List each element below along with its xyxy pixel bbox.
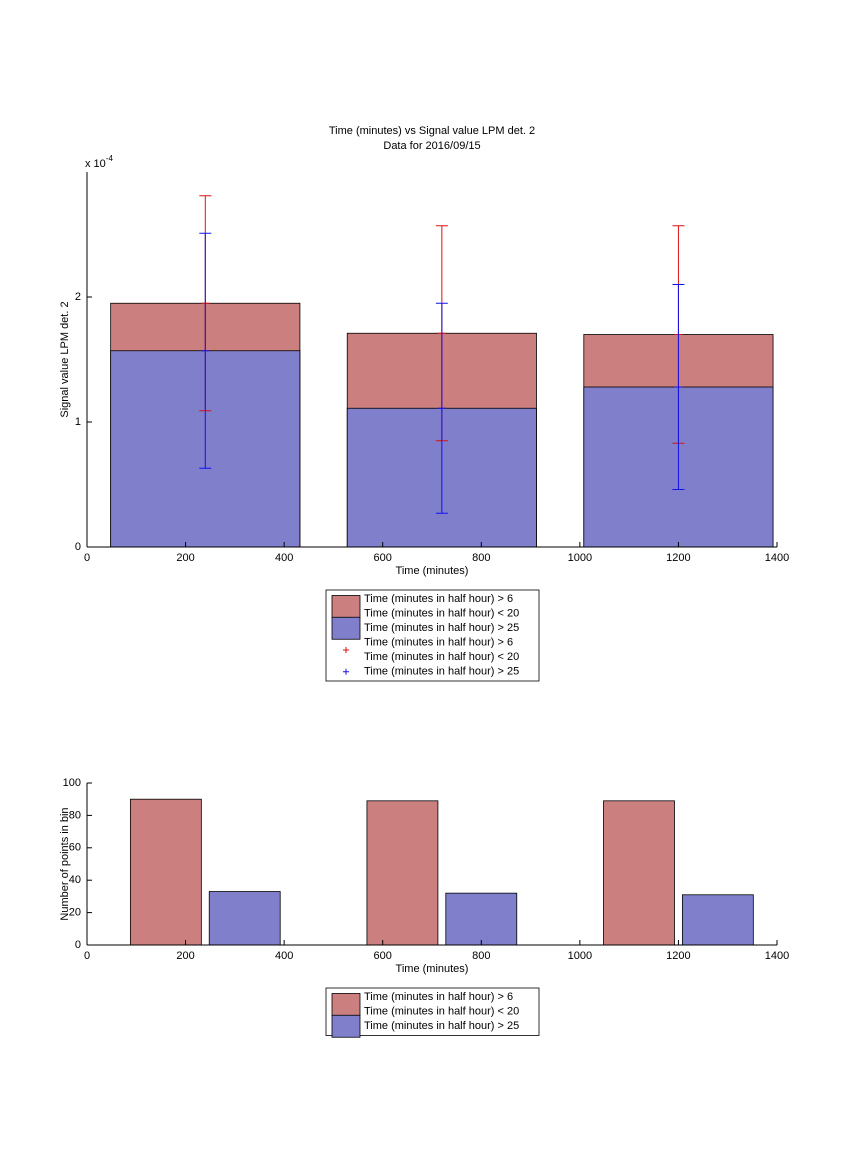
y-axis-label: Signal value LPM det. 2 — [59, 301, 71, 417]
legend-label: Time (minutes in half hour) < 20 — [364, 651, 519, 663]
multiplier-exponent: -4 — [106, 154, 114, 163]
x-tick-label: 600 — [374, 552, 392, 564]
chart-subtitle: Data for 2016/09/15 — [383, 140, 480, 152]
x-tick-label: 400 — [275, 552, 293, 564]
legend-label: Time (minutes in half hour) < 20 — [364, 1006, 519, 1018]
legend-label: Time (minutes in half hour) > 25 — [364, 622, 519, 634]
legend-swatch — [331, 993, 361, 1016]
y-tick-label: 0 — [75, 541, 81, 553]
legend-swatch — [331, 1014, 361, 1038]
legend-swatch — [331, 616, 361, 640]
y-multiplier: x 10-4 — [85, 154, 113, 170]
legend-label: Time (minutes in half hour) > 6 — [364, 991, 513, 1003]
y-tick-label: 20 — [69, 907, 81, 919]
x-axis-label: Time (minutes) — [396, 963, 469, 975]
x-tick-label: 800 — [472, 950, 490, 962]
multiplier-base: x 10 — [85, 158, 106, 170]
legend-label: Time (minutes in half hour) > 25 — [364, 1020, 519, 1032]
x-tick-label: 1000 — [568, 950, 592, 962]
x-tick-label: 800 — [472, 552, 490, 564]
bar — [208, 891, 281, 946]
x-tick-label: 200 — [176, 950, 194, 962]
x-axis-label: Time (minutes) — [396, 565, 469, 577]
error-bar — [672, 284, 685, 490]
y-tick-label: 80 — [69, 809, 81, 821]
legend-box — [325, 987, 540, 1036]
x-tick-label: 0 — [84, 552, 90, 564]
bar — [681, 894, 754, 946]
x-tick-label: 1400 — [765, 950, 789, 962]
y-axis-label: Number of points in bin — [59, 807, 71, 920]
y-tick-label: 100 — [63, 777, 81, 789]
bar — [129, 798, 202, 946]
chart-title: Time (minutes) vs Signal value LPM det. … — [329, 125, 535, 137]
y-tick-label: 2 — [75, 291, 81, 303]
error-bar — [199, 232, 212, 469]
legend-label: Time (minutes in half hour) > 6 — [364, 593, 513, 605]
x-tick-label: 1000 — [568, 552, 592, 564]
x-tick-label: 600 — [374, 950, 392, 962]
legend-box — [325, 589, 540, 682]
x-tick-label: 400 — [275, 950, 293, 962]
legend-swatch — [331, 595, 361, 618]
y-tick-label: 0 — [75, 939, 81, 951]
legend-label: Time (minutes in half hour) > 6 — [364, 637, 513, 649]
x-tick-label: 200 — [176, 552, 194, 564]
bar — [445, 892, 518, 946]
y-tick-label: 1 — [75, 416, 81, 428]
error-bar — [435, 302, 448, 514]
x-tick-label: 1400 — [765, 552, 789, 564]
legend-label: Time (minutes in half hour) < 20 — [364, 608, 519, 620]
x-tick-label: 0 — [84, 950, 90, 962]
bar — [603, 800, 675, 946]
bar — [366, 800, 439, 946]
y-tick-label: 60 — [69, 842, 81, 854]
y-tick-label: 40 — [69, 874, 81, 886]
legend-label: Time (minutes in half hour) > 25 — [364, 666, 519, 678]
x-tick-label: 1200 — [666, 950, 690, 962]
x-tick-label: 1200 — [666, 552, 690, 564]
